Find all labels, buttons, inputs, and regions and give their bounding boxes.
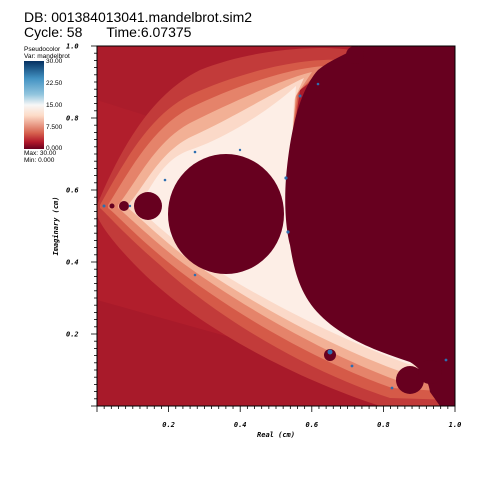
y-tick-label: 1.0 bbox=[66, 43, 79, 51]
legend-tick-5: 0.000 bbox=[46, 145, 63, 152]
legend-tick-4: 7.500 bbox=[46, 124, 63, 131]
legend-tick-2: 22.50 bbox=[46, 80, 63, 87]
colorbar bbox=[24, 61, 44, 149]
header: DB: 001384013041.mandelbrot.sim2 Cycle: … bbox=[24, 10, 252, 40]
cycle-time-row: Cycle: 58 Time:6.07375 bbox=[24, 25, 252, 40]
x-tick-label: 0.4 bbox=[234, 421, 247, 429]
y-tick-label: 0.6 bbox=[66, 187, 79, 195]
axes: 0.2 0.4 0.6 0.8 1.0 0.2 0.4 0.6 0.8 1.0 Real (cm) I… bbox=[52, 43, 461, 440]
time-label: Time:6.07375 bbox=[106, 24, 192, 40]
secondary-bulb bbox=[134, 192, 162, 220]
legend-min-label: Min: 0.000 bbox=[24, 157, 55, 164]
y-tick-label: 0.4 bbox=[66, 259, 79, 267]
tertiary-bulb bbox=[119, 201, 129, 211]
legend-title: Pseudocolor bbox=[24, 46, 61, 53]
colorbar-legend: Pseudocolor Var: mandelbrot 30.00 22.50 … bbox=[24, 46, 70, 164]
legend-tick-1: 30.00 bbox=[46, 58, 63, 65]
x-tick-label: 0.2 bbox=[162, 421, 175, 429]
y-tick-label: 0.2 bbox=[66, 331, 79, 339]
y-axis-label: Imaginary (cm) bbox=[52, 196, 60, 255]
lower-bulb bbox=[324, 349, 336, 361]
legend-max-label: Max: 30.00 bbox=[24, 150, 57, 157]
legend-var-label: Var: mandelbrot bbox=[24, 53, 70, 60]
legend-tick-3: 15.00 bbox=[46, 102, 63, 109]
x-tick-label: 0.8 bbox=[377, 421, 390, 429]
y-tick-label: 0.8 bbox=[66, 115, 79, 123]
period-2-bulb bbox=[168, 154, 284, 274]
boundary-filaments bbox=[102, 82, 448, 390]
main-cardioid bbox=[285, 46, 455, 406]
mandelbrot-heatmap bbox=[97, 46, 455, 406]
x-axis-label: Real (cm) bbox=[257, 431, 295, 439]
x-tick-label: 1.0 bbox=[449, 421, 462, 429]
top-bulb bbox=[346, 46, 364, 64]
db-label: DB: 001384013041.mandelbrot.sim2 bbox=[24, 9, 253, 25]
x-tick-label: 0.6 bbox=[305, 421, 318, 429]
cycle-label: Cycle: 58 bbox=[24, 24, 83, 40]
